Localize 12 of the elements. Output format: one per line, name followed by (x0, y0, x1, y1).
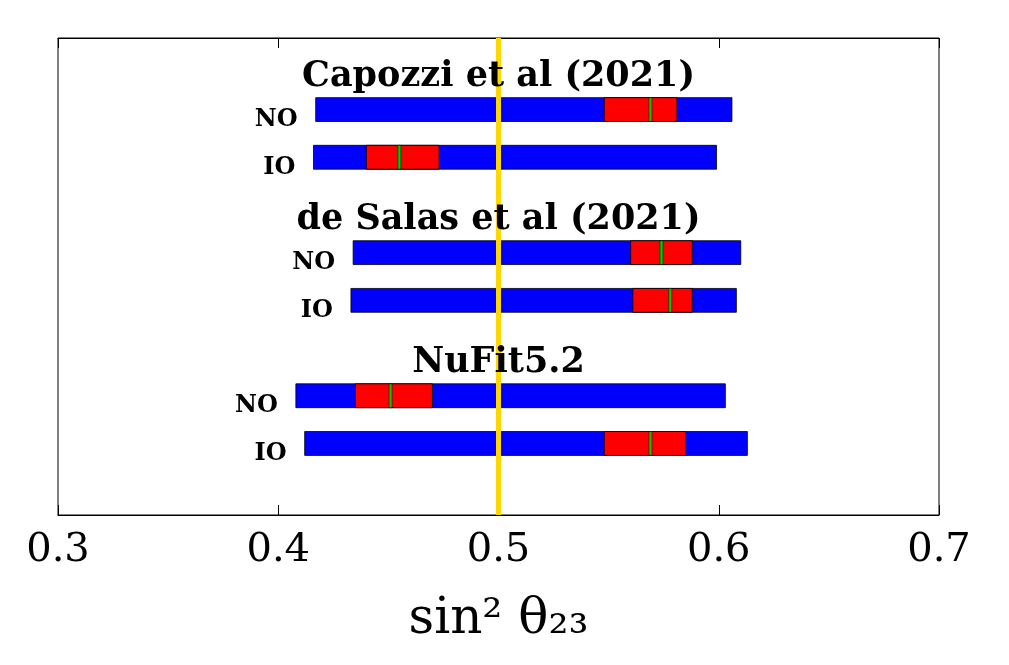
y-tick-label: NO (235, 389, 278, 419)
y-tick-label: IO (263, 150, 296, 180)
y-tick-label: NO (292, 246, 336, 276)
y-tick-label: IO (254, 436, 287, 466)
y-tick-label: NO (254, 103, 298, 133)
x-tick-label: 0.4 (246, 524, 311, 570)
x-tick-label: 0.7 (907, 524, 971, 570)
x-axis-title: sin² θ₂₃ (408, 587, 589, 645)
x-tick-label: 0.5 (466, 524, 531, 570)
x-tick-label: 0.6 (686, 524, 751, 570)
x-tick-label: 0.3 (26, 524, 90, 570)
y-tick-label: IO (300, 293, 333, 323)
